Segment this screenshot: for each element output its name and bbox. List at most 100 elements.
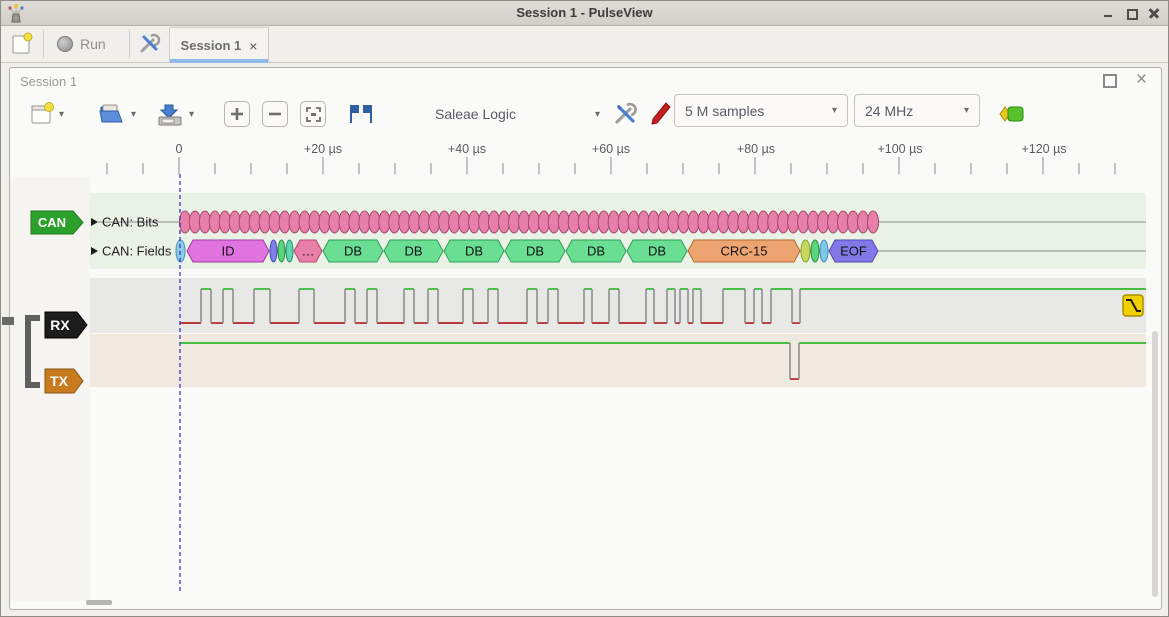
minus-icon — [269, 112, 281, 116]
add-decoder-button[interactable] — [998, 94, 1028, 134]
field-annotation-label: DB — [648, 244, 666, 259]
field-annotation-label: DB — [526, 244, 544, 259]
field-annotation[interactable] — [819, 239, 829, 263]
zoom-out-button[interactable] — [262, 94, 288, 134]
ruler-tick-label: +60 µs — [592, 142, 630, 156]
sample-count-value: 5 M samples — [685, 102, 765, 119]
expand-row-arrow-icon[interactable] — [91, 247, 98, 255]
active-tab-underline — [170, 59, 268, 63]
horizontal-scrollbar-thumb[interactable] — [86, 600, 112, 605]
chevron-down-icon: ▾ — [831, 105, 837, 116]
tx-channel-tag-label: TX — [50, 373, 69, 389]
field-annotation[interactable] — [443, 239, 505, 263]
can-decoder-tag-label: CAN — [38, 215, 66, 230]
ruler-tick-label: +20 µs — [304, 142, 342, 156]
zoom-fit-icon — [305, 106, 321, 122]
bit-annotation[interactable] — [866, 210, 880, 234]
sample-rate-select[interactable]: 24 MHz ▾ — [854, 94, 980, 127]
chevron-down-icon: ▾ — [594, 108, 600, 120]
ruler-tick-label: +80 µs — [737, 142, 775, 156]
window-close-button[interactable] — [1149, 8, 1160, 19]
field-annotation[interactable] — [800, 239, 811, 263]
window-title: Session 1 - PulseView — [516, 5, 653, 20]
field-annotation[interactable] — [687, 239, 801, 263]
field-annotation[interactable] — [285, 239, 294, 263]
wrench-screwdriver-icon — [615, 102, 637, 124]
new-view-button[interactable]: ▾ — [30, 94, 64, 134]
field-annotation[interactable] — [828, 239, 879, 263]
device-selector[interactable]: Saleae Logic ▾ — [435, 94, 600, 134]
new-file-icon — [12, 32, 33, 54]
save-file-button[interactable]: ▾ — [156, 94, 194, 134]
channel-group-handle[interactable] — [2, 317, 14, 325]
chevron-down-icon[interactable]: ▾ — [59, 108, 65, 120]
ruler-tick-label: +40 µs — [448, 142, 486, 156]
field-annotation-label: … — [302, 244, 315, 259]
field-annotation[interactable] — [186, 239, 270, 263]
tx-channel-tag[interactable] — [44, 368, 84, 394]
tab-label: Session 1 — [180, 38, 242, 53]
trigger-marker-falling-edge-icon[interactable] — [1122, 294, 1144, 317]
decoder-fields-annotations[interactable]: ID … DB DB DB DB DB DB CRC-15 EOF — [175, 239, 879, 263]
field-annotation[interactable] — [810, 239, 820, 263]
panel-close-button[interactable]: × — [1135, 69, 1147, 90]
rx-channel-tag[interactable] — [44, 311, 88, 339]
chevron-down-icon[interactable]: ▾ — [131, 108, 137, 120]
field-annotation-label: DB — [587, 244, 605, 259]
pulseview-app-icon — [7, 3, 25, 28]
expand-row-arrow-icon[interactable] — [91, 218, 98, 226]
field-annotation[interactable] — [565, 239, 627, 263]
decoder-bits-annotations[interactable] — [178, 210, 880, 234]
field-annotation[interactable] — [293, 239, 323, 263]
configure-device-button[interactable] — [612, 94, 638, 134]
run-button[interactable]: Run — [57, 30, 106, 58]
field-annotation[interactable] — [322, 239, 384, 263]
field-annotation[interactable] — [383, 239, 444, 263]
decoder-row-bits-label: CAN: Bits — [102, 215, 159, 230]
chevron-down-icon[interactable]: ▾ — [189, 108, 195, 120]
toolbar-separator — [129, 30, 130, 58]
sample-count-select[interactable]: 5 M samples ▾ — [674, 94, 848, 127]
ruler-tick-label: 0 — [176, 142, 183, 156]
run-state-icon — [57, 36, 73, 52]
run-button-label: Run — [80, 36, 106, 52]
field-annotation[interactable] — [269, 239, 278, 263]
rx-row-background — [90, 278, 1146, 333]
open-file-button[interactable]: ▾ — [98, 94, 136, 134]
decoder-row-fields-label: CAN: Fields — [102, 244, 172, 259]
plus-icon — [231, 108, 243, 120]
can-decoder-tag[interactable] — [30, 210, 84, 235]
new-view-icon — [31, 102, 54, 124]
field-annotation-label: ID — [222, 244, 235, 259]
device-selector-value: Saleae Logic — [435, 106, 516, 122]
tab-session-1[interactable]: Session 1 × — [169, 27, 269, 63]
configure-channels-button[interactable] — [650, 94, 672, 134]
vertical-scrollbar-thumb[interactable] — [1152, 331, 1158, 597]
session-panel-title: Session 1 — [20, 74, 78, 89]
field-annotation[interactable] — [626, 239, 688, 263]
window-minimize-button[interactable] — [1103, 8, 1114, 19]
window-maximize-button[interactable] — [1126, 8, 1138, 20]
main-toolbar: Run Session 1 × — [1, 26, 1168, 63]
field-annotation[interactable] — [277, 239, 286, 263]
settings-button[interactable] — [137, 30, 161, 58]
field-annotation-label: CRC-15 — [721, 244, 768, 259]
cursor-flags-icon — [350, 105, 372, 123]
new-session-button[interactable] — [11, 30, 33, 58]
zoom-in-button[interactable] — [224, 94, 250, 134]
time-ruler[interactable]: 0 +20 µs +40 µs +60 µs +80 µs +100 µs +120 µs — [106, 142, 1116, 174]
panel-maximize-button[interactable] — [1103, 74, 1117, 88]
field-annotation[interactable] — [504, 239, 566, 263]
field-annotation-label: DB — [404, 244, 422, 259]
save-icon — [158, 104, 182, 126]
show-cursors-button[interactable] — [348, 94, 374, 134]
toolbar-separator — [43, 30, 44, 58]
field-annotation-label: DB — [344, 244, 362, 259]
field-annotation-label: EOF — [840, 244, 867, 259]
zoom-fit-button[interactable] — [300, 94, 326, 134]
channel-group-bracket[interactable] — [25, 315, 40, 388]
decoder-icon — [999, 106, 1024, 122]
tab-close-icon[interactable]: × — [249, 37, 258, 54]
ruler-tick-label: +100 µs — [877, 142, 922, 156]
